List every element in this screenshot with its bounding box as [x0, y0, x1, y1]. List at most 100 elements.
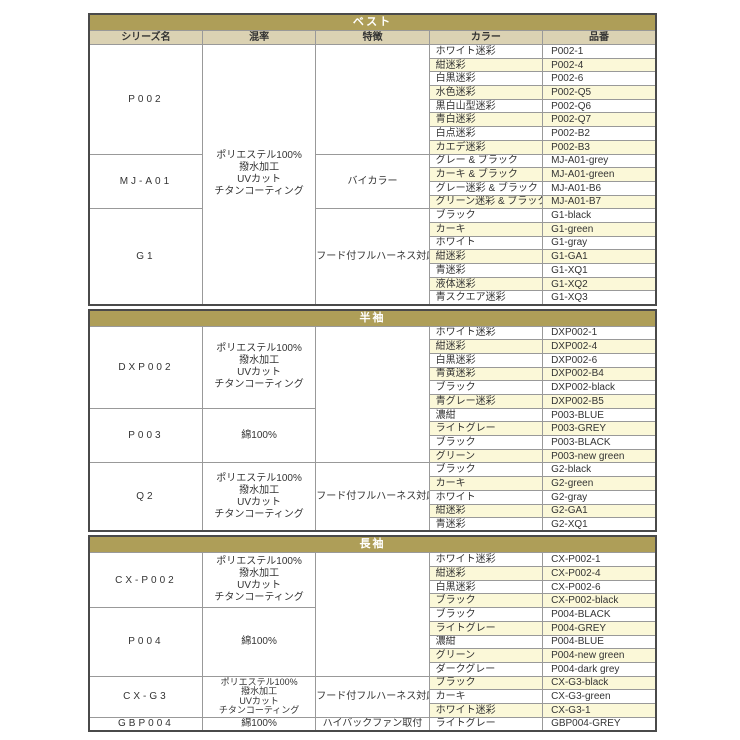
product-code-cell: G2-gray	[542, 489, 657, 505]
product-code-cell: CX-P002-4	[542, 566, 657, 581]
color-name-cell: ライトグレー	[428, 620, 544, 636]
product-code-cell: CX-P002-1	[542, 552, 657, 568]
color-name-cell: 紺迷彩	[428, 249, 544, 264]
section-band-row: 半袖	[88, 309, 657, 327]
product-code-cell: CX-G3-green	[542, 689, 657, 704]
table-row: ダークグレー P004-dark grey	[89, 661, 657, 677]
product-code-cell: DXP002-black	[542, 380, 657, 395]
color-name-cell: ブラック	[428, 208, 544, 223]
mix-ratio-cell: ポリエステル100% 撥水加工 UVカット チタンコーティング	[201, 462, 317, 532]
product-code-cell: P003-BLACK	[542, 435, 657, 450]
product-code-cell: G1-gray	[542, 235, 657, 251]
color-name-cell: 青白迷彩	[428, 112, 544, 128]
mix-ratio-line: 綿100%	[241, 635, 277, 647]
product-code-cell: P003-BLUE	[542, 407, 657, 423]
table-row: 液体迷彩 G1-XQ2	[89, 276, 657, 292]
product-code-cell: P002-1	[542, 44, 657, 59]
product-code-cell: G1-XQ1	[542, 263, 657, 278]
product-code-cell: MJ-A01-B7	[542, 194, 657, 210]
color-name-cell: ブラック	[428, 380, 544, 395]
product-code-cell: G1-XQ3	[542, 290, 657, 306]
color-name-cell: カーキ	[428, 689, 544, 704]
color-name-cell: 青迷彩	[428, 263, 544, 278]
section-title: 半袖	[88, 309, 657, 327]
mix-ratio-line: 撥水加工	[239, 484, 280, 496]
series-name-cell: P003	[88, 407, 203, 464]
color-name-cell: 白点迷彩	[428, 126, 544, 141]
mix-ratio-line: 綿100%	[241, 717, 277, 729]
product-code-cell: MJ-A01-grey	[542, 153, 657, 169]
table-row: カーキ G1-green	[89, 221, 657, 237]
mix-ratio-cell: 綿100%	[201, 407, 317, 464]
table-row: 濃紺 P004-BLUE	[89, 634, 657, 650]
table-row: 黒白山型迷彩 P002-Q6	[89, 98, 657, 114]
color-name-cell: 青迷彩	[428, 517, 544, 532]
color-name-cell: ブラック	[428, 607, 544, 622]
mix-ratio-cell: ポリエステル100% 撥水加工 UVカット チタンコーティング	[201, 552, 317, 609]
product-code-cell: P002-Q5	[542, 85, 657, 100]
table-row: 青グレー迷彩 DXP002-B5	[89, 394, 657, 409]
feature-cell: フード付フルハーネス対応	[315, 675, 430, 718]
table-row: MJ-A01 バイカラー グレー & ブラック MJ-A01-grey	[88, 153, 657, 210]
product-spec-table: ベスト シリーズ名 混率 特徴 カラー 品番 P002 ポリエステル100% 撥水加工 UVカット…	[88, 13, 657, 735]
color-name-cell: 濃紺	[428, 634, 544, 650]
color-name-cell: グリーン	[428, 648, 544, 663]
color-name-cell: グリーン	[428, 448, 544, 464]
color-name-cell: ホワイト迷彩	[428, 325, 544, 341]
column-header: カラー	[428, 30, 544, 45]
section-table-0: ベスト シリーズ名 混率 特徴 カラー 品番 P002 ポリエステル100% 撥水加工 UVカット…	[88, 13, 657, 306]
color-name-cell: 紺迷彩	[428, 566, 544, 581]
color-name-cell: カーキ	[428, 476, 544, 491]
mix-ratio-line: ポリエステル100%	[216, 472, 302, 484]
series-name-cell: CX-P002	[88, 552, 203, 609]
mix-ratio-cell: 綿100%	[201, 716, 317, 732]
product-code-cell: P004-new green	[542, 648, 657, 663]
series-name-cell: G1	[88, 208, 203, 306]
table-row: 青迷彩 G2-XQ1	[89, 517, 657, 532]
product-code-cell: P004-dark grey	[542, 661, 657, 677]
feature-cell: フード付フルハーネス対応	[315, 462, 430, 532]
table-row: GBP004 綿100% ハイバックファン取付 ライトグレー GBP004-GREY	[88, 716, 657, 732]
color-name-cell: カエデ迷彩	[428, 139, 544, 155]
table-row: CX-G3 ポリエステル100% 撥水加工 UVカット チタンコーティング フード付フルハ…	[88, 675, 657, 718]
product-code-cell: P002-B3	[542, 139, 657, 155]
mix-ratio-cell: ポリエステル100% 撥水加工 UVカット チタンコーティング	[201, 325, 317, 409]
feature-cell: ハイバックファン取付	[315, 716, 430, 732]
series-name-cell: P002	[88, 44, 203, 155]
mix-ratio-line: チタンコーティング	[214, 592, 304, 604]
color-name-cell: 紺迷彩	[428, 503, 544, 519]
table-row: 紺迷彩 P002-4	[89, 57, 657, 73]
table-row: ホワイト G2-gray	[89, 489, 657, 505]
table-row: P002 ポリエステル100% 撥水加工 UVカット チタンコーティング ホワイト迷彩 P0…	[88, 43, 657, 306]
color-name-cell: カーキ	[428, 221, 544, 237]
product-code-cell: G1-green	[542, 221, 657, 237]
table-row: ライトグレー P004-GREY	[89, 620, 657, 636]
product-code-cell: P002-B2	[542, 126, 657, 141]
product-code-cell: P002-Q6	[542, 98, 657, 114]
color-name-cell: ホワイト	[428, 489, 544, 505]
feature-cell	[315, 44, 430, 155]
table-row: 紺迷彩 DXP002-4	[89, 339, 657, 354]
mix-ratio-cell: ポリエステル100% 撥水加工 UVカット チタンコーティング	[201, 43, 317, 306]
table-row: Q2 ポリエステル100% 撥水加工 UVカット チタンコーティング フード付フルハーネス…	[88, 462, 657, 532]
color-name-cell: 青グレー迷彩	[428, 394, 544, 409]
table-row: 白点迷彩 P002-B2	[89, 126, 657, 141]
product-code-cell: P003-GREY	[542, 421, 657, 437]
product-code-cell: DXP002-1	[542, 325, 657, 341]
color-name-cell: ブラック	[428, 593, 544, 609]
mix-ratio-line: ポリエステル100%	[216, 343, 302, 355]
column-header: シリーズ名	[88, 30, 203, 45]
mix-ratio-line: 綿100%	[241, 429, 277, 441]
feature-cell	[315, 325, 430, 464]
product-code-cell: G1-GA1	[542, 249, 657, 264]
product-code-cell: P004-GREY	[542, 620, 657, 636]
color-name-cell: 青スクエア迷彩	[428, 290, 544, 306]
mix-ratio-line: ポリエステル100%	[216, 150, 302, 162]
color-name-cell: 紺迷彩	[428, 57, 544, 73]
mix-ratio-line: UVカット	[237, 174, 282, 186]
section-title: ベスト	[88, 13, 657, 31]
color-name-cell: ホワイト迷彩	[428, 702, 544, 718]
mix-ratio-line: 撥水加工	[239, 162, 280, 174]
table-row: グリーン迷彩 & ブラック MJ-A01-B7	[89, 194, 657, 210]
product-code-cell: G2-XQ1	[542, 517, 657, 532]
